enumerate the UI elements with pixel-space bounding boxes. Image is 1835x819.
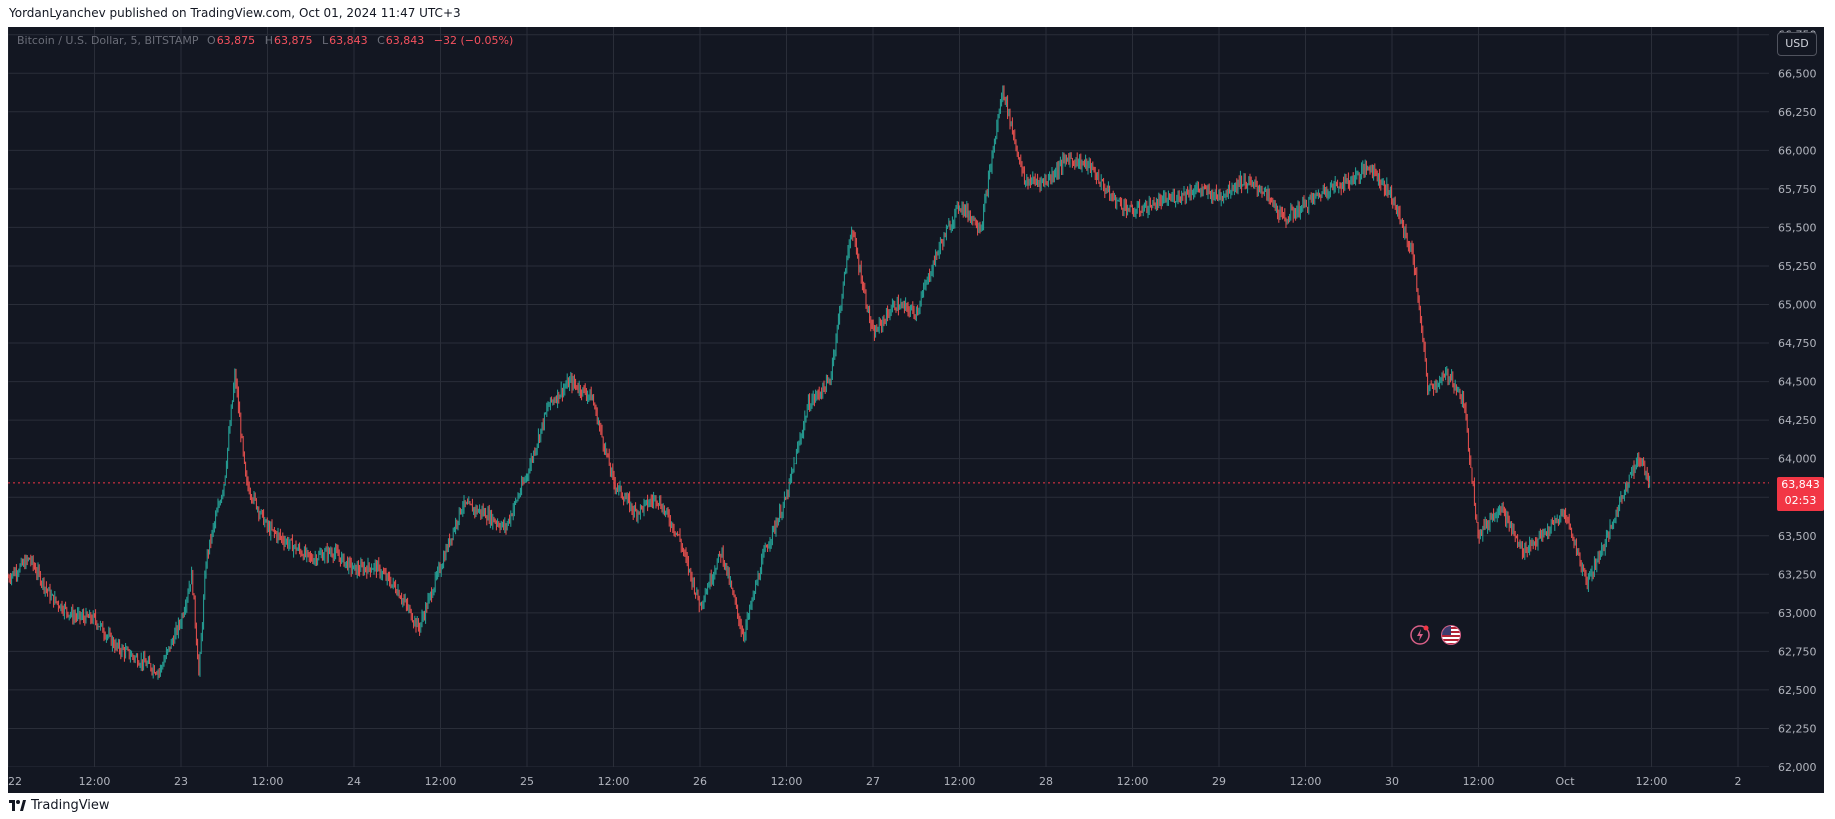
time-tick-label: 12:00 xyxy=(944,775,976,788)
high-label: H xyxy=(264,34,273,47)
symbol-title: Bitcoin / U.S. Dollar, 5, BITSTAMP xyxy=(17,34,199,47)
time-tick-label: 28 xyxy=(1039,775,1053,788)
price-tick-label: 66,250 xyxy=(1778,106,1817,119)
time-tick-label: 12:00 xyxy=(425,775,457,788)
time-tick-label: 12:00 xyxy=(252,775,284,788)
time-tick-label: 26 xyxy=(693,775,707,788)
open-label: O xyxy=(207,34,216,47)
price-tick-label: 62,250 xyxy=(1778,722,1817,735)
price-tick-label: 65,500 xyxy=(1778,221,1817,234)
time-tick-label: 23 xyxy=(174,775,188,788)
last-price-tag: 63,843 02:53 xyxy=(1777,477,1824,511)
time-tick-label: 24 xyxy=(347,775,361,788)
chart-pane[interactable]: 62,000 62,250 62,500 62,750 63,000 63,250 63,5… xyxy=(8,27,1824,793)
price-axis[interactable] xyxy=(1769,27,1824,767)
flash-icon[interactable] xyxy=(1409,624,1431,646)
time-tick-label: 12:00 xyxy=(79,775,111,788)
time-tick-label: 2 xyxy=(1735,775,1742,788)
time-axis-labels: 22 12:00 23 12:00 24 12:00 25 12:00 26 12:00 27 12:… xyxy=(8,775,1742,788)
price-tick-label: 65,250 xyxy=(1778,260,1817,273)
time-tick-label: 29 xyxy=(1212,775,1226,788)
time-tick-label: 25 xyxy=(520,775,534,788)
price-axis-labels: 62,000 62,250 62,500 62,750 63,000 63,250 63,5… xyxy=(1778,29,1817,774)
price-tick-label: 64,500 xyxy=(1778,376,1817,389)
close-label: C xyxy=(377,34,385,47)
price-tick-label: 65,750 xyxy=(1778,183,1817,196)
price-tick-label: 64,750 xyxy=(1778,337,1817,350)
time-tick-label: 12:00 xyxy=(598,775,630,788)
high-value: 63,875 xyxy=(273,34,313,47)
price-tick-label: 64,250 xyxy=(1778,414,1817,427)
time-tick-label: 30 xyxy=(1385,775,1399,788)
last-price-value: 63,843 xyxy=(1781,478,1820,491)
price-tick-label: 63,500 xyxy=(1778,530,1817,543)
price-tick-label: 62,000 xyxy=(1778,761,1817,774)
time-tick-label: 12:00 xyxy=(771,775,803,788)
footer: TradingView xyxy=(9,795,110,815)
price-tick-label: 63,000 xyxy=(1778,607,1817,620)
price-tick-label: 64,000 xyxy=(1778,453,1817,466)
time-tick-label: 12:00 xyxy=(1463,775,1495,788)
time-tick-label: 12:00 xyxy=(1117,775,1149,788)
tradingview-logo-icon xyxy=(9,799,26,811)
low-value: 63,843 xyxy=(329,34,368,47)
price-tick-label: 63,250 xyxy=(1778,568,1817,581)
price-tick-label: 65,000 xyxy=(1778,299,1817,312)
published-by-text: YordanLyanchev published on TradingView.… xyxy=(9,6,461,20)
time-tick-label: 22 xyxy=(8,775,22,788)
time-tick-label: 12:00 xyxy=(1636,775,1668,788)
close-value: 63,843 xyxy=(385,34,425,47)
time-tick-label: 27 xyxy=(866,775,880,788)
open-value: 63,875 xyxy=(216,34,256,47)
price-tick-label: 62,750 xyxy=(1778,645,1817,658)
bar-countdown: 02:53 xyxy=(1784,494,1817,507)
price-tick-label: 66,500 xyxy=(1778,67,1817,80)
price-tick-label: 62,500 xyxy=(1778,684,1817,697)
change-value: −32 (−0.05%) xyxy=(433,34,514,47)
candles xyxy=(8,85,1651,680)
price-chart[interactable]: 62,000 62,250 62,500 62,750 63,000 63,250 63,5… xyxy=(8,27,1824,793)
grid xyxy=(8,27,1769,768)
low-label: L xyxy=(321,34,329,47)
us-flag-icon[interactable] xyxy=(1440,624,1462,646)
price-tick-label: 66,000 xyxy=(1778,144,1817,157)
currency-button[interactable]: USD xyxy=(1777,32,1817,56)
symbol-legend[interactable]: Bitcoin / U.S. Dollar, 5, BITSTAMP O63,8… xyxy=(17,34,519,47)
time-axis[interactable] xyxy=(8,767,1824,793)
tradingview-brand: TradingView xyxy=(31,797,110,813)
time-tick-label: Oct xyxy=(1555,775,1575,788)
time-tick-label: 12:00 xyxy=(1290,775,1322,788)
